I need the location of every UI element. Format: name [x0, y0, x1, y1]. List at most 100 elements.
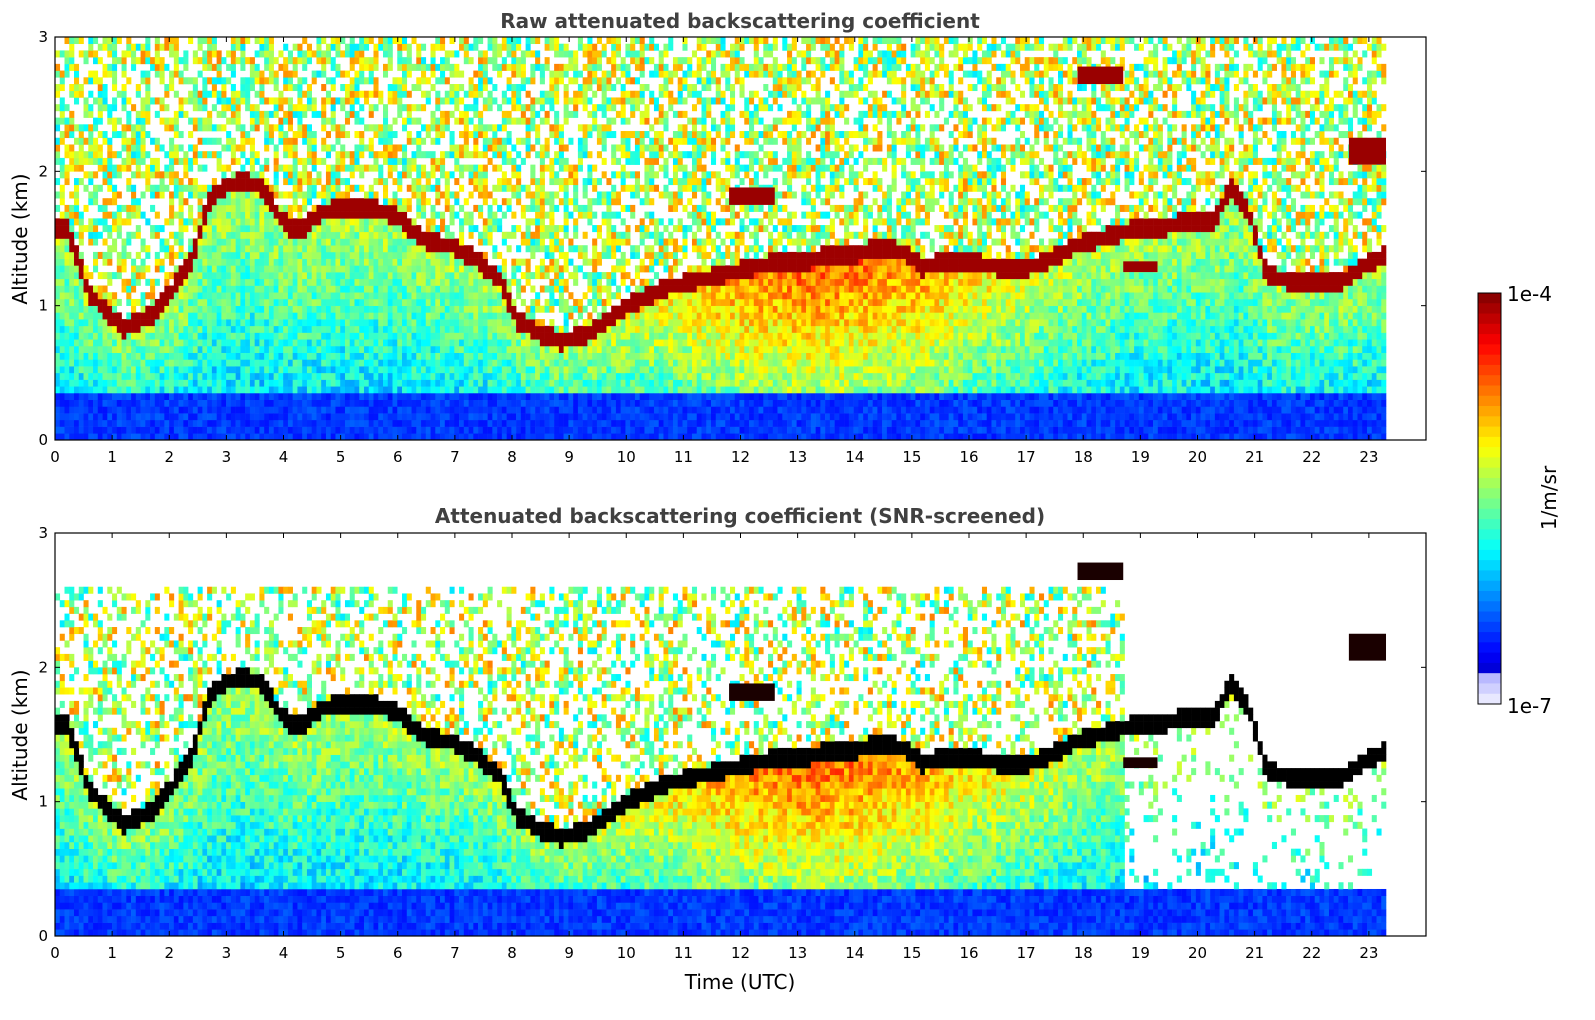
heatmap-cell [174, 353, 179, 360]
heatmap-cell [179, 299, 184, 306]
heatmap-cell [221, 346, 226, 353]
heatmap-cell [545, 353, 550, 360]
heatmap-cell [431, 171, 436, 178]
heatmap-cell [212, 306, 217, 313]
heatmap-cell [445, 64, 450, 71]
heatmap-cell [69, 286, 74, 293]
heatmap-cell [202, 346, 207, 353]
heatmap-cell [388, 205, 393, 212]
heatmap-cell [69, 158, 74, 165]
heatmap-cell [369, 286, 374, 293]
heatmap-cell [202, 245, 207, 252]
heatmap-cell [245, 306, 250, 313]
heatmap-cell [540, 366, 545, 373]
heatmap-cell [297, 97, 302, 104]
heatmap-cell [545, 118, 550, 125]
heatmap-cell [207, 366, 212, 373]
heatmap-cell [183, 326, 188, 333]
heatmap-cell [316, 57, 321, 64]
heatmap-cell [454, 144, 459, 151]
heatmap-cell [421, 366, 426, 373]
y-axis-label: Altitude (km) [8, 173, 32, 304]
heatmap-cell [393, 406, 398, 413]
heatmap-cell [321, 97, 326, 104]
heatmap-cell [98, 299, 103, 306]
heatmap-cell [226, 138, 231, 145]
heatmap-cell [473, 393, 478, 400]
heatmap-cell [435, 380, 440, 387]
heatmap-cell [259, 191, 264, 198]
heatmap-cell [240, 178, 245, 185]
heatmap-cell [250, 165, 255, 172]
heatmap-cell [435, 198, 440, 205]
heatmap-cell [278, 205, 283, 212]
heatmap-cell [274, 279, 279, 286]
heatmap-cell [131, 339, 136, 346]
heatmap-cell [321, 292, 326, 299]
heatmap-cell [526, 191, 531, 198]
heatmap-cell [426, 124, 431, 131]
heatmap-cell [264, 239, 269, 246]
heatmap-cell [217, 406, 222, 413]
heatmap-cell [136, 366, 141, 373]
heatmap-cell [183, 433, 188, 440]
heatmap-cell [369, 104, 374, 111]
heatmap-cell [354, 413, 359, 420]
heatmap-cell [88, 286, 93, 293]
heatmap-cell [345, 131, 350, 138]
heatmap-cell [454, 386, 459, 393]
heatmap-cell [293, 225, 298, 232]
heatmap-cell [278, 319, 283, 326]
heatmap-cell [288, 427, 293, 434]
heatmap-cell [469, 77, 474, 84]
heatmap-cell [122, 57, 127, 64]
heatmap-cell [331, 252, 336, 259]
heatmap-cell [65, 420, 70, 427]
heatmap-cell [307, 380, 312, 387]
heatmap-cell [98, 292, 103, 299]
heatmap-cell [383, 346, 388, 353]
heatmap-cell [321, 272, 326, 279]
heatmap-cell [431, 185, 436, 192]
heatmap-cell [350, 111, 355, 118]
heatmap-cell [530, 37, 535, 44]
heatmap-cell [155, 346, 160, 353]
heatmap-cell [359, 50, 364, 57]
heatmap-cell [516, 104, 521, 111]
heatmap-cell [335, 252, 340, 259]
heatmap-cell [393, 286, 398, 293]
heatmap-cell [55, 380, 60, 387]
heatmap-cell [402, 232, 407, 239]
heatmap-cell [183, 50, 188, 57]
heatmap-cell [88, 178, 93, 185]
heatmap-cell [354, 312, 359, 319]
heatmap-cell [450, 373, 455, 380]
heatmap-cell [179, 252, 184, 259]
heatmap-cell [478, 427, 483, 434]
heatmap-cell [331, 225, 336, 232]
heatmap-cell [545, 386, 550, 393]
heatmap-cell [283, 272, 288, 279]
heatmap-cell [388, 225, 393, 232]
heatmap-cell [326, 373, 331, 380]
heatmap-cell [107, 319, 112, 326]
heatmap-cell [131, 131, 136, 138]
heatmap-cell [221, 97, 226, 104]
heatmap-cell [297, 272, 302, 279]
heatmap-cell [126, 118, 131, 125]
heatmap-cell [179, 279, 184, 286]
heatmap-cell [431, 138, 436, 145]
heatmap-cell [264, 124, 269, 131]
heatmap-cell [160, 265, 165, 272]
heatmap-cell [521, 259, 526, 266]
heatmap-cell [255, 225, 260, 232]
heatmap-cell [359, 306, 364, 313]
heatmap-cell [440, 124, 445, 131]
heatmap-cell [274, 144, 279, 151]
heatmap-cell [397, 346, 402, 353]
heatmap-cell [69, 339, 74, 346]
heatmap-cell [316, 44, 321, 51]
heatmap-cell [426, 306, 431, 313]
heatmap-cell [207, 191, 212, 198]
heatmap-cell [269, 265, 274, 272]
